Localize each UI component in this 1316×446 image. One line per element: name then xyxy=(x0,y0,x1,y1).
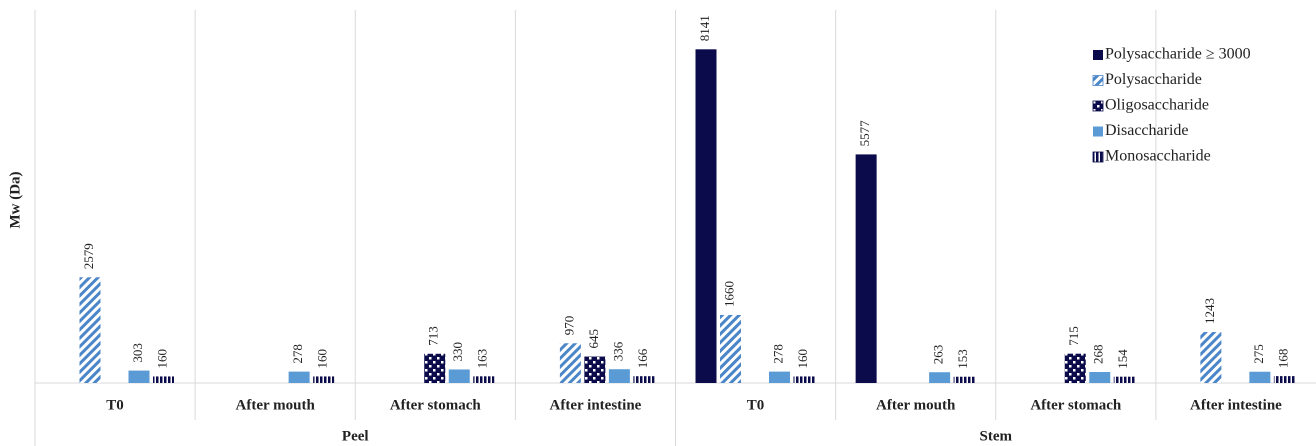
legend-label: Disaccharide xyxy=(1105,122,1189,139)
value-label: 278 xyxy=(770,344,785,364)
legend-marker xyxy=(1092,151,1104,163)
bar xyxy=(929,372,951,383)
bar xyxy=(953,376,975,383)
value-label: 970 xyxy=(561,316,576,336)
x-tick-label: After intestine xyxy=(1190,397,1282,413)
bar xyxy=(288,371,310,383)
value-label: 268 xyxy=(1091,345,1106,365)
value-label: 153 xyxy=(955,349,970,369)
value-label: 1243 xyxy=(1202,298,1217,324)
bar xyxy=(313,376,335,383)
bar xyxy=(1113,376,1135,383)
y-axis-label: Mw (Da) xyxy=(7,171,23,228)
bar xyxy=(1064,353,1086,383)
bar xyxy=(424,353,446,383)
value-label: 278 xyxy=(290,344,305,364)
legend-marker xyxy=(1092,75,1104,86)
value-label: 168 xyxy=(1275,349,1290,369)
legend-marker xyxy=(1093,50,1103,60)
legend-marker xyxy=(1092,100,1104,112)
value-label: 160 xyxy=(315,349,330,369)
value-label: 1660 xyxy=(721,281,736,307)
x-tick-label: T0 xyxy=(106,397,124,413)
bar xyxy=(1273,376,1295,383)
bar xyxy=(1200,332,1222,383)
value-label: 715 xyxy=(1066,326,1081,346)
bar xyxy=(79,277,101,383)
group-label: Stem xyxy=(980,428,1013,444)
value-label: 160 xyxy=(795,349,810,369)
legend-label: Monosaccharide xyxy=(1105,148,1211,165)
value-label: 160 xyxy=(154,349,169,369)
legend-marker xyxy=(1093,126,1103,137)
bar xyxy=(559,343,581,383)
legend-label: Polysaccharide ≥ 3000 xyxy=(1105,46,1251,63)
bar xyxy=(1089,372,1111,383)
value-label: 336 xyxy=(610,341,625,361)
x-tick-label: After mouth xyxy=(876,397,956,413)
value-label: 275 xyxy=(1251,344,1266,364)
bar xyxy=(584,356,606,383)
bar xyxy=(608,369,630,383)
bar xyxy=(793,376,815,383)
bar xyxy=(769,371,790,383)
value-label: 8141 xyxy=(697,15,712,41)
bar xyxy=(128,370,150,383)
group-label: Peel xyxy=(342,428,369,444)
bar xyxy=(448,369,470,383)
value-label: 5577 xyxy=(857,120,872,147)
bar xyxy=(633,376,655,383)
value-label: 154 xyxy=(1115,349,1130,369)
bar xyxy=(695,49,717,383)
bar xyxy=(153,376,174,383)
legend-label: Oligosaccharide xyxy=(1105,97,1209,114)
x-tick-label: After mouth xyxy=(236,397,316,413)
bar xyxy=(1249,371,1271,383)
value-label: 2579 xyxy=(81,243,96,269)
value-label: 645 xyxy=(586,329,601,349)
value-label: 330 xyxy=(450,342,465,362)
x-tick-label: T0 xyxy=(747,397,765,413)
value-label: 303 xyxy=(130,343,145,363)
bar xyxy=(473,376,495,383)
x-tick-label: After stomach xyxy=(1030,397,1122,413)
value-label: 166 xyxy=(635,348,650,368)
bar xyxy=(855,154,877,383)
legend-label: Polysaccharide xyxy=(1105,71,1202,88)
bar xyxy=(720,314,741,383)
value-label: 263 xyxy=(931,345,946,365)
x-tick-label: After intestine xyxy=(550,397,642,413)
value-label: 713 xyxy=(426,326,441,346)
value-label: 163 xyxy=(475,349,490,369)
x-tick-label: After stomach xyxy=(390,397,482,413)
